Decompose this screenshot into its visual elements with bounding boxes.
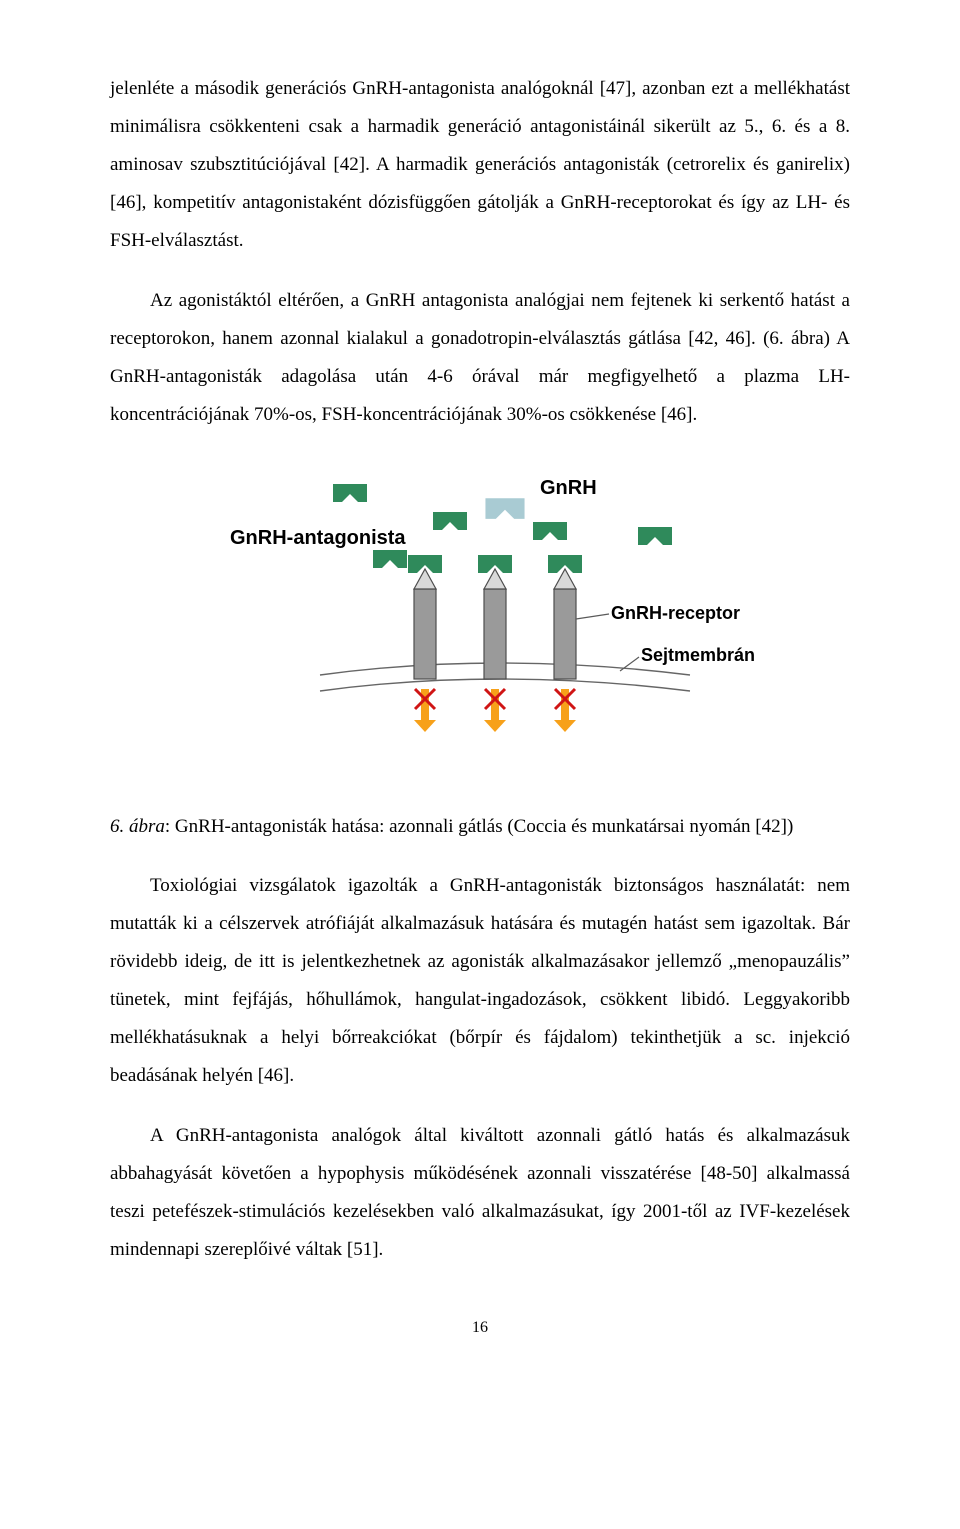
- figure-label-antagonist: GnRH-antagonista: [230, 527, 406, 549]
- antagonist-floating-0: [333, 484, 367, 502]
- page: jelenléte a második generációs GnRH-anta…: [0, 0, 960, 1427]
- receptor-body-0: [414, 589, 436, 679]
- figure-label-receptor: GnRH-receptor: [611, 603, 740, 623]
- figure-6-number: 6. ábra: [110, 816, 165, 837]
- antagonist-floating-2: [433, 512, 467, 530]
- gnrh-molecule-icon: [485, 498, 524, 519]
- receptor-body-2: [554, 589, 576, 679]
- figure-6-caption: 6. ábra: GnRH-antagonisták hatása: azonn…: [110, 809, 850, 845]
- paragraph-2: Az agonistáktól eltérően, a GnRH antagon…: [110, 282, 850, 434]
- figure-6-svg: GnRH GnRH-antagonista GnRH-receptor Sejtmem…: [200, 464, 760, 774]
- paragraph-1: jelenléte a második generációs GnRH-anta…: [110, 70, 850, 260]
- figure-label-membrane: Sejtmembrán: [641, 645, 755, 665]
- antagonist-floating-4: [638, 527, 672, 545]
- antagonist-floating-1: [373, 550, 407, 568]
- arrow-head-0: [414, 720, 436, 732]
- arrow-head-2: [554, 720, 576, 732]
- page-number: 16: [110, 1319, 850, 1337]
- paragraph-3: Toxiológiai vizsgálatok igazolták a GnRH…: [110, 867, 850, 1095]
- arrow-shaft-2: [561, 689, 569, 720]
- receptor-body-1: [484, 589, 506, 679]
- leader-line-receptor: [576, 614, 609, 619]
- paragraph-4: A GnRH-antagonista analógok által kivált…: [110, 1117, 850, 1269]
- arrow-head-1: [484, 720, 506, 732]
- figure-6: GnRH GnRH-antagonista GnRH-receptor Sejtmem…: [110, 464, 850, 779]
- figure-6-caption-text: : GnRH-antagonisták hatása: azonnali gát…: [165, 816, 793, 837]
- arrow-shaft-0: [421, 689, 429, 720]
- arrow-shaft-1: [491, 689, 499, 720]
- antagonist-floating-3: [533, 522, 567, 540]
- figure-label-gnrh: GnRH: [540, 477, 597, 499]
